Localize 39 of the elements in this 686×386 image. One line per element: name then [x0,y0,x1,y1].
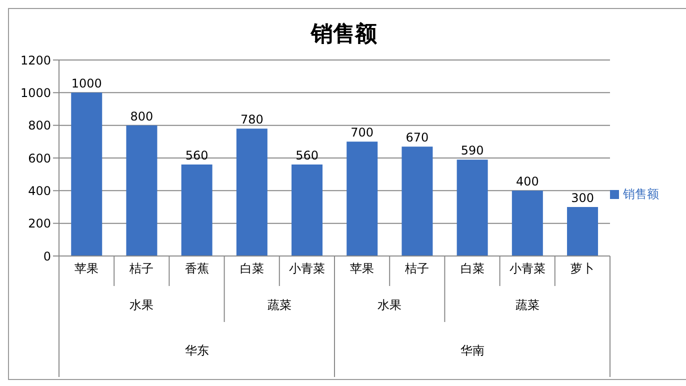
x-tick-label: 白菜 [240,262,264,276]
bar [236,128,268,256]
data-label: 800 [130,109,154,124]
data-label: 300 [571,191,594,205]
x-tick-label: 萝卜 [570,262,594,276]
y-tick-label: 400 [28,184,51,198]
x-tick-label: 苹果 [74,262,99,276]
x-tick-label: 桔子 [128,262,154,276]
x-tick-label: 香蕉 [184,262,209,276]
x-tick-label: 桔子 [404,262,430,276]
y-tick-label: 800 [28,118,51,133]
x-tick-label: 小青菜 [288,262,325,276]
data-label: 1000 [71,76,102,91]
data-label: 590 [460,144,484,158]
x-tick-label: 小青菜 [509,262,546,276]
bar [346,142,378,256]
bar [402,146,433,256]
x-tick-label: 苹果 [350,262,374,276]
y-tick-label: 1200 [20,53,51,68]
y-tick-label: 600 [28,151,51,166]
bar [292,164,323,256]
bar [181,164,212,256]
x-tick-label: 白菜 [460,262,484,276]
data-label: 780 [240,112,264,127]
bar [456,160,488,256]
bar [126,125,158,256]
legend-label: 销售额 [623,186,659,200]
y-tick-label: 200 [28,216,51,231]
data-label: 670 [406,130,429,145]
y-tick-label: 1000 [20,86,51,100]
data-label: 560 [185,148,208,163]
y-tick-label: 0 [43,249,51,264]
data-label: 700 [350,126,374,140]
data-label: 400 [516,174,539,189]
data-label: 560 [296,148,318,163]
bar [512,190,543,256]
bar [567,207,598,256]
bar [71,92,102,256]
chart-title: 销售额 [309,21,378,49]
